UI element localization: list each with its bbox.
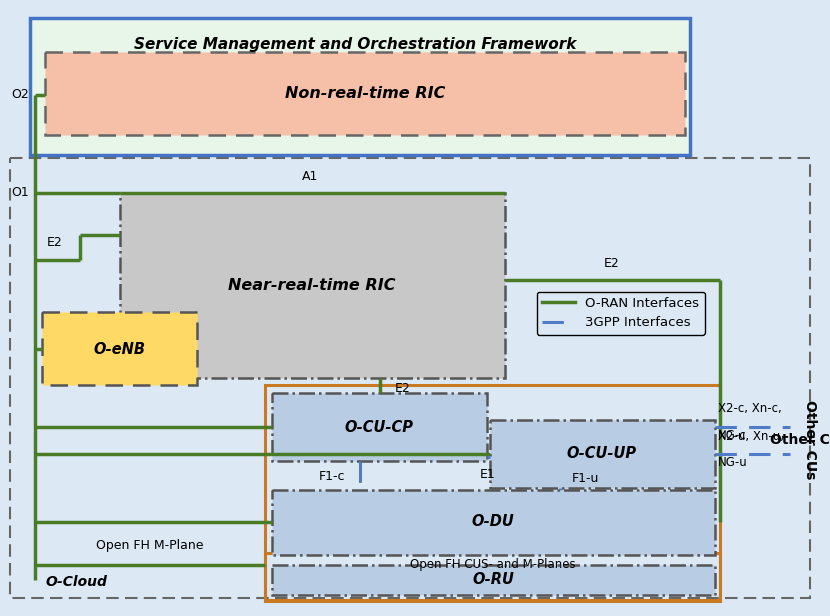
Text: F1-c: F1-c: [319, 469, 345, 482]
Bar: [120, 193, 505, 378]
Bar: [30, 18, 690, 155]
Text: E1: E1: [480, 468, 496, 481]
Bar: [272, 565, 715, 595]
Bar: [45, 52, 685, 135]
Text: E2: E2: [47, 235, 63, 248]
Text: Service Management and Orchestration Framework: Service Management and Orchestration Fra…: [134, 38, 576, 52]
Text: NG-u: NG-u: [718, 456, 748, 469]
Text: X2-u, Xn-u,: X2-u, Xn-u,: [718, 430, 784, 443]
Text: Near-real-time RIC: Near-real-time RIC: [228, 278, 396, 293]
Text: O-DU: O-DU: [471, 514, 515, 530]
Text: X2-c, Xn-c,: X2-c, Xn-c,: [718, 402, 782, 415]
Text: Non-real-time RIC: Non-real-time RIC: [285, 86, 445, 100]
Bar: [490, 420, 715, 488]
Text: E2: E2: [395, 381, 411, 394]
Bar: [265, 385, 720, 600]
Bar: [10, 158, 810, 598]
Bar: [265, 553, 720, 601]
Text: O-CU-CP: O-CU-CP: [344, 419, 413, 434]
Text: Open FH M-Plane: Open FH M-Plane: [96, 539, 203, 552]
Text: O-Cloud: O-Cloud: [45, 575, 107, 589]
Text: O-eNB: O-eNB: [93, 341, 145, 357]
Text: NG-c: NG-c: [718, 429, 747, 442]
Legend: O-RAN Interfaces, 3GPP Interfaces: O-RAN Interfaces, 3GPP Interfaces: [537, 291, 705, 334]
Text: O-RU: O-RU: [472, 572, 514, 588]
Text: A1: A1: [302, 170, 318, 183]
Text: F1-u: F1-u: [572, 472, 599, 485]
Bar: [42, 312, 197, 385]
Text: O1: O1: [11, 187, 29, 200]
Text: E2: E2: [604, 257, 620, 270]
Text: O-CU-UP: O-CU-UP: [567, 447, 637, 461]
Text: Open FH CUS- and M-Planes: Open FH CUS- and M-Planes: [410, 558, 576, 571]
Bar: [272, 490, 715, 555]
Text: Other CUs: Other CUs: [770, 433, 830, 447]
Text: O2: O2: [11, 89, 29, 102]
Text: Other CUs: Other CUs: [803, 400, 817, 480]
Bar: [272, 393, 487, 461]
